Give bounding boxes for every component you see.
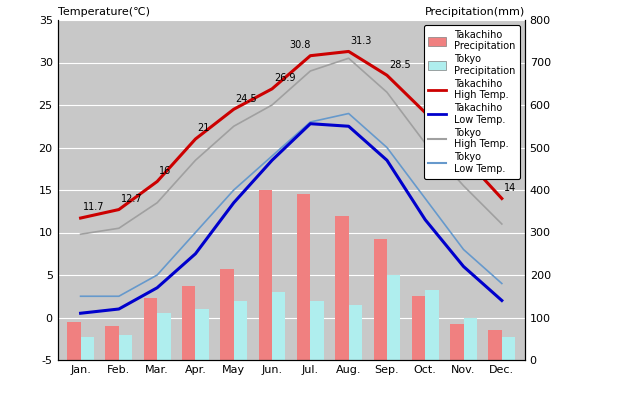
- Text: 24.1: 24.1: [427, 97, 449, 107]
- Bar: [349, 305, 362, 360]
- Bar: [412, 296, 425, 360]
- Text: 16: 16: [159, 166, 172, 176]
- Bar: [144, 298, 157, 360]
- Bar: [272, 292, 285, 360]
- Text: 28.5: 28.5: [389, 60, 410, 70]
- Bar: [335, 216, 349, 360]
- Bar: [81, 337, 94, 360]
- Bar: [119, 334, 132, 360]
- Text: 12.7: 12.7: [121, 194, 143, 204]
- Text: Temperature(℃): Temperature(℃): [58, 7, 150, 17]
- Bar: [387, 275, 401, 360]
- Bar: [195, 309, 209, 360]
- Text: 24.5: 24.5: [236, 94, 257, 104]
- Text: 21: 21: [197, 123, 210, 133]
- Bar: [374, 239, 387, 360]
- Bar: [234, 300, 247, 360]
- Bar: [463, 318, 477, 360]
- Bar: [502, 337, 515, 360]
- Bar: [450, 324, 463, 360]
- Text: 18.9: 18.9: [465, 141, 487, 151]
- Text: 14: 14: [504, 183, 516, 193]
- Bar: [106, 326, 119, 360]
- Bar: [157, 313, 171, 360]
- Text: 26.9: 26.9: [274, 73, 296, 83]
- Bar: [488, 330, 502, 360]
- Bar: [259, 190, 272, 360]
- Text: 11.7: 11.7: [83, 202, 104, 212]
- Text: 31.3: 31.3: [351, 36, 372, 46]
- Bar: [182, 286, 195, 360]
- Bar: [67, 322, 81, 360]
- Bar: [310, 300, 324, 360]
- Legend: Takachiho
Precipitation, Tokyo
Precipitation, Takachiho
High Temp., Takachiho
Lo: Takachiho Precipitation, Tokyo Precipita…: [424, 25, 520, 179]
- Bar: [220, 269, 234, 360]
- Text: Precipitation(mm): Precipitation(mm): [424, 7, 525, 17]
- Text: 30.8: 30.8: [289, 40, 310, 50]
- Bar: [425, 290, 438, 360]
- Bar: [297, 194, 310, 360]
